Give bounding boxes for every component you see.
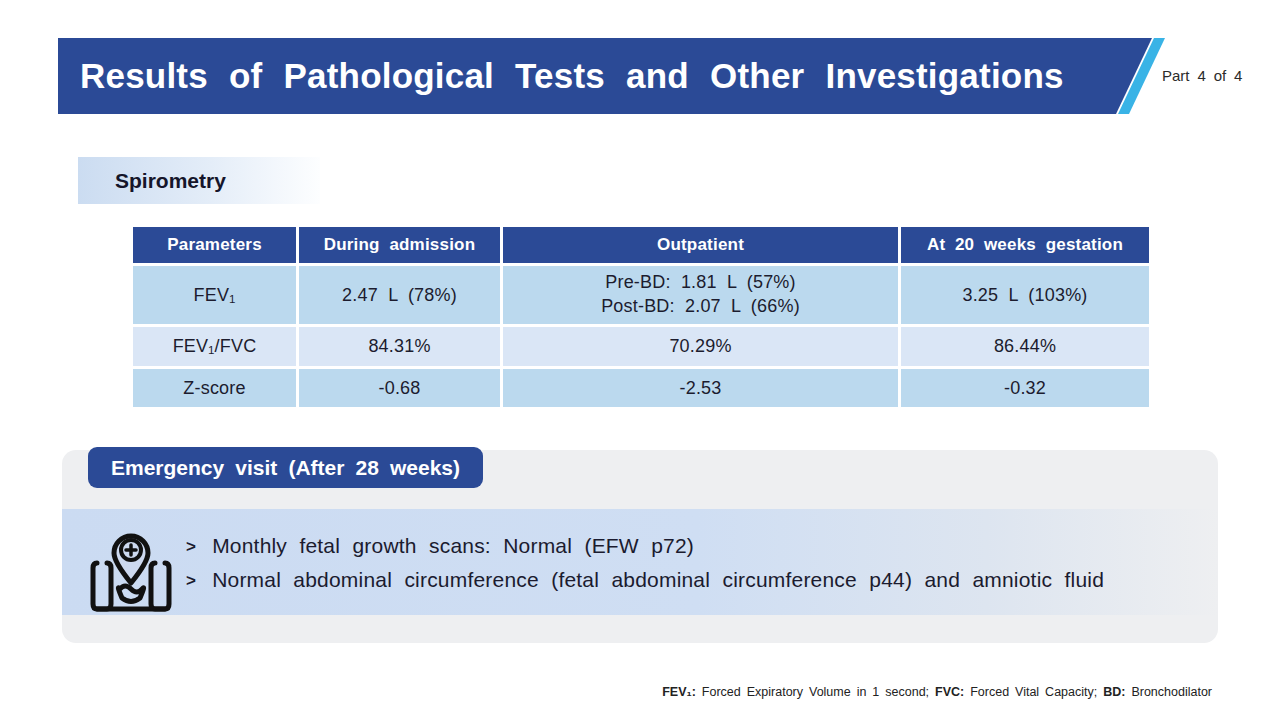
slide: Results of Pathological Tests and Other …: [0, 0, 1280, 720]
footnote-term-fev1: FEV₁:: [662, 685, 696, 699]
table-cell-fev1fvc-during-admission: 84.31%: [299, 327, 500, 366]
footnote-def-fev1: Forced Expiratory Volume in 1 second;: [696, 685, 935, 699]
section-label-text: Spirometry: [78, 157, 320, 204]
part-indicator: Part 4 of 4: [1162, 67, 1242, 84]
emergency-bullet-list: > Monthly fetal growth scans: Normal (EF…: [186, 531, 1104, 597]
column-header-during-admission: During admission: [299, 227, 500, 263]
bullet-text-growth-scans: Monthly fetal growth scans: Normal (EFW …: [212, 531, 694, 561]
footnote-term-bd: BD:: [1103, 685, 1125, 699]
table-cell-fev1fvc-at-20-weeks: 86.44%: [901, 327, 1149, 366]
table-cell-fev1-outpatient-pre-bd: Pre-BD: 1.81 L (57%): [605, 271, 796, 295]
column-header-at-20-weeks: At 20 weeks gestation: [901, 227, 1149, 263]
table-cell-fev1fvc-parameter: FEV₁/FVC: [133, 327, 296, 366]
table-cell-fev1-outpatient-post-bd: Post-BD: 2.07 L (66%): [601, 295, 800, 319]
bullet-text-abdominal-circumference: Normal abdominal circumference (fetal ab…: [212, 565, 1104, 595]
table-cell-zscore-at-20-weeks: -0.32: [901, 369, 1149, 407]
page-title: Results of Pathological Tests and Other …: [80, 38, 1064, 114]
table-cell-fev1fvc-outpatient: 70.29%: [503, 327, 898, 366]
footnote-term-fvc: FVC:: [935, 685, 964, 699]
footnote-def-fvc: Forced Vital Capacity;: [964, 685, 1103, 699]
table-cell-zscore-during-admission: -0.68: [299, 369, 500, 407]
table-cell-fev1-at-20-weeks: 3.25 L (103%): [901, 266, 1149, 324]
table-cell-fev1-parameter: FEV₁: [133, 266, 296, 324]
list-item: > Monthly fetal growth scans: Normal (EF…: [186, 531, 1104, 563]
list-item: > Normal abdominal circumference (fetal …: [186, 565, 1104, 597]
column-header-parameters: Parameters: [133, 227, 296, 263]
table-cell-zscore-parameter: Z-score: [133, 369, 296, 407]
abbreviation-footnote: FEV₁: Forced Expiratory Volume in 1 seco…: [662, 685, 1212, 699]
title-banner: Results of Pathological Tests and Other …: [58, 38, 1152, 114]
table-cell-fev1-during-admission: 2.47 L (78%): [299, 266, 500, 324]
chevron-bullet-icon: >: [186, 566, 196, 596]
section-label-spirometry: Spirometry: [78, 157, 320, 204]
emergency-visit-badge: Emergency visit (After 28 weeks): [88, 447, 483, 488]
footnote-def-bd: Bronchodilator: [1125, 685, 1212, 699]
map-location-medical-icon: [84, 519, 178, 613]
spirometry-table: Parameters During admission Outpatient A…: [133, 227, 1149, 407]
chevron-bullet-icon: >: [186, 532, 196, 562]
column-header-outpatient: Outpatient: [503, 227, 898, 263]
table-cell-zscore-outpatient: -2.53: [503, 369, 898, 407]
table-cell-fev1-outpatient: Pre-BD: 1.81 L (57%) Post-BD: 2.07 L (66…: [503, 266, 898, 324]
